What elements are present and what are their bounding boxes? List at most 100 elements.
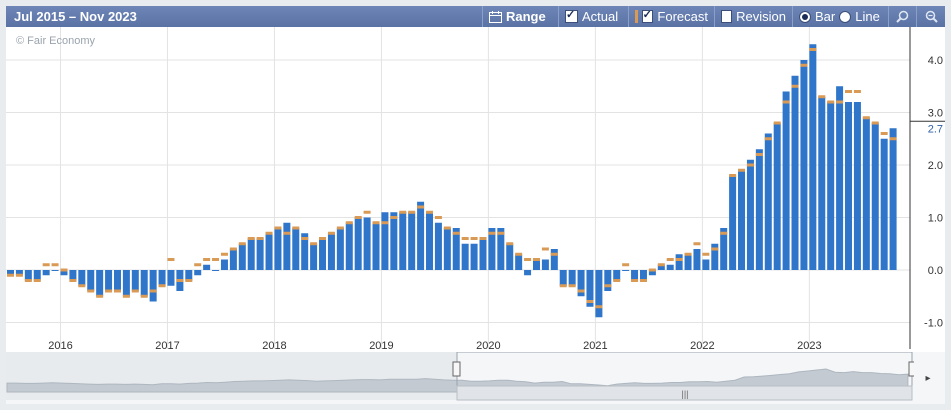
actual-bar[interactable] — [746, 159, 754, 270]
actual-bar[interactable] — [51, 270, 59, 271]
actual-bar[interactable] — [220, 259, 228, 271]
actual-bar[interactable] — [827, 102, 835, 270]
actual-bar[interactable] — [889, 128, 897, 270]
actual-bar[interactable] — [488, 228, 496, 270]
actual-bar[interactable] — [372, 222, 380, 270]
actual-bar[interactable] — [283, 222, 291, 270]
actual-bar[interactable] — [675, 254, 683, 270]
actual-bar[interactable] — [550, 249, 558, 270]
actual-bar[interactable] — [773, 123, 781, 270]
actual-bar[interactable] — [648, 270, 656, 276]
actual-bar[interactable] — [791, 75, 799, 270]
actual-bar[interactable] — [452, 228, 460, 270]
actual-bar[interactable] — [782, 91, 790, 271]
actual-bar[interactable] — [327, 233, 335, 270]
actual-bar[interactable] — [666, 264, 674, 270]
actual-bar[interactable] — [247, 238, 255, 271]
actual-bar[interactable] — [524, 270, 532, 276]
actual-bar[interactable] — [256, 238, 264, 271]
actual-bar[interactable] — [69, 270, 77, 281]
actual-bar[interactable] — [7, 270, 14, 276]
actual-bar[interactable] — [390, 212, 398, 270]
forecast-checkbox[interactable] — [641, 8, 654, 23]
actual-bar[interactable] — [515, 254, 523, 270]
actual-bar[interactable] — [301, 233, 309, 270]
actual-bar[interactable] — [33, 270, 41, 281]
actual-bar[interactable] — [684, 254, 692, 270]
actual-bar[interactable] — [265, 233, 273, 270]
actual-toggle[interactable]: Actual — [558, 6, 628, 27]
actual-bar[interactable] — [880, 138, 888, 270]
actual-bar[interactable] — [693, 249, 701, 270]
actual-checkbox[interactable] — [565, 8, 578, 23]
actual-bar[interactable] — [399, 212, 407, 270]
actual-bar[interactable] — [60, 270, 68, 276]
actual-bar[interactable] — [755, 149, 763, 270]
actual-bar[interactable] — [310, 243, 318, 270]
zoom-out-button[interactable] — [916, 6, 945, 27]
actual-bar[interactable] — [87, 270, 95, 291]
actual-bar[interactable] — [702, 259, 710, 271]
actual-bar[interactable] — [292, 228, 300, 270]
actual-bar[interactable] — [479, 238, 487, 271]
actual-bar[interactable] — [622, 270, 630, 271]
navigator-left-handle[interactable] — [452, 361, 461, 377]
actual-bar[interactable] — [140, 270, 148, 297]
actual-bar[interactable] — [238, 243, 246, 270]
actual-bar[interactable] — [42, 270, 50, 276]
actual-bar[interactable] — [818, 96, 826, 270]
actual-bar[interactable] — [613, 270, 621, 281]
actual-bar[interactable] — [203, 264, 211, 270]
actual-bar[interactable] — [729, 175, 737, 271]
line-radio[interactable] — [839, 10, 852, 23]
navigator[interactable]: ||| ▸ — [6, 352, 945, 404]
range-button[interactable]: Range — [482, 6, 556, 27]
revision-checkbox[interactable] — [721, 10, 733, 23]
actual-bar[interactable] — [836, 86, 844, 270]
actual-bar[interactable] — [586, 270, 594, 307]
actual-bar[interactable] — [354, 217, 362, 271]
navigator-overview[interactable]: ||| ▸ — [6, 352, 945, 404]
actual-bar[interactable] — [862, 117, 870, 270]
forecast-toggle[interactable]: Forecast — [628, 6, 714, 27]
actual-bar[interactable] — [559, 270, 567, 286]
actual-bar[interactable] — [113, 270, 121, 291]
actual-bar[interactable] — [577, 270, 585, 297]
actual-bar[interactable] — [568, 270, 576, 286]
actual-bar[interactable] — [532, 259, 540, 271]
actual-bar[interactable] — [122, 270, 130, 297]
actual-bar[interactable] — [711, 243, 719, 270]
actual-bar[interactable] — [720, 228, 728, 270]
actual-bar[interactable] — [541, 259, 549, 271]
actual-bar[interactable] — [185, 270, 193, 281]
actual-bar[interactable] — [443, 228, 451, 270]
actual-bar[interactable] — [470, 243, 478, 270]
actual-bar[interactable] — [595, 270, 603, 318]
actual-bar[interactable] — [417, 201, 425, 270]
actual-bar[interactable] — [194, 270, 202, 276]
actual-bar[interactable] — [434, 222, 442, 270]
actual-bar[interactable] — [604, 270, 612, 291]
actual-bar[interactable] — [149, 270, 157, 302]
actual-bar[interactable] — [96, 270, 104, 297]
zoom-in-button[interactable] — [888, 6, 916, 27]
actual-bar[interactable] — [78, 270, 86, 286]
actual-bar[interactable] — [212, 270, 220, 271]
actual-bar[interactable] — [845, 102, 853, 270]
revision-toggle[interactable]: Revision — [714, 6, 792, 27]
actual-bar[interactable] — [461, 243, 469, 270]
actual-bar[interactable] — [426, 212, 434, 270]
actual-bar[interactable] — [105, 270, 113, 291]
actual-bar[interactable] — [381, 212, 389, 270]
actual-bar[interactable] — [497, 228, 505, 270]
actual-bar[interactable] — [871, 123, 879, 270]
actual-bar[interactable] — [738, 170, 746, 270]
actual-bar[interactable] — [15, 270, 23, 276]
navigator-scrollbar[interactable] — [456, 385, 913, 401]
actual-bar[interactable] — [158, 270, 166, 286]
actual-bar[interactable] — [506, 243, 514, 270]
actual-bar[interactable] — [853, 102, 861, 270]
actual-bar[interactable] — [408, 212, 416, 270]
actual-bar[interactable] — [800, 60, 808, 270]
actual-bar[interactable] — [345, 222, 353, 270]
